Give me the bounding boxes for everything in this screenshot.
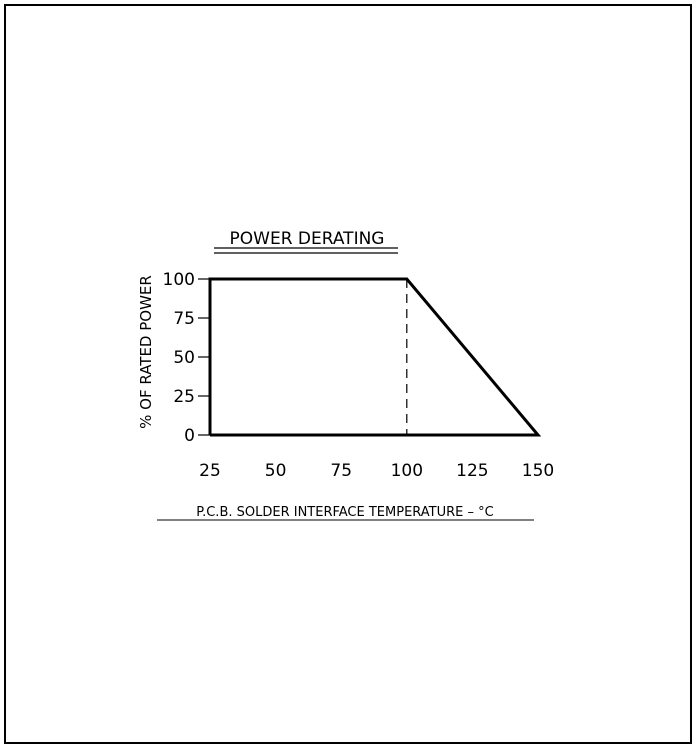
x-axis-label: P.C.B. SOLDER INTERFACE TEMPERATURE – °C — [196, 505, 493, 520]
x-tick-label-25: 25 — [199, 461, 221, 481]
derating-curve — [208, 277, 542, 437]
y-tick-label-0: 0 — [184, 426, 195, 446]
y-axis-label: % OF RATED POWER — [137, 275, 155, 429]
drawing-frame — [4, 4, 692, 744]
y-tick-label-100: 100 — [163, 270, 195, 290]
x-tick-label-50: 50 — [265, 461, 287, 481]
x-tick-label-125: 125 — [456, 461, 488, 481]
chart-title: POWER DERATING — [230, 229, 385, 249]
y-tick-label-50: 50 — [173, 348, 195, 368]
y-tick-label-25: 25 — [173, 387, 195, 407]
x-tick-label-150: 150 — [522, 461, 554, 481]
x-tick-label-100: 100 — [391, 461, 423, 481]
x-tick-label-75: 75 — [330, 461, 352, 481]
y-tick-label-75: 75 — [173, 309, 195, 329]
